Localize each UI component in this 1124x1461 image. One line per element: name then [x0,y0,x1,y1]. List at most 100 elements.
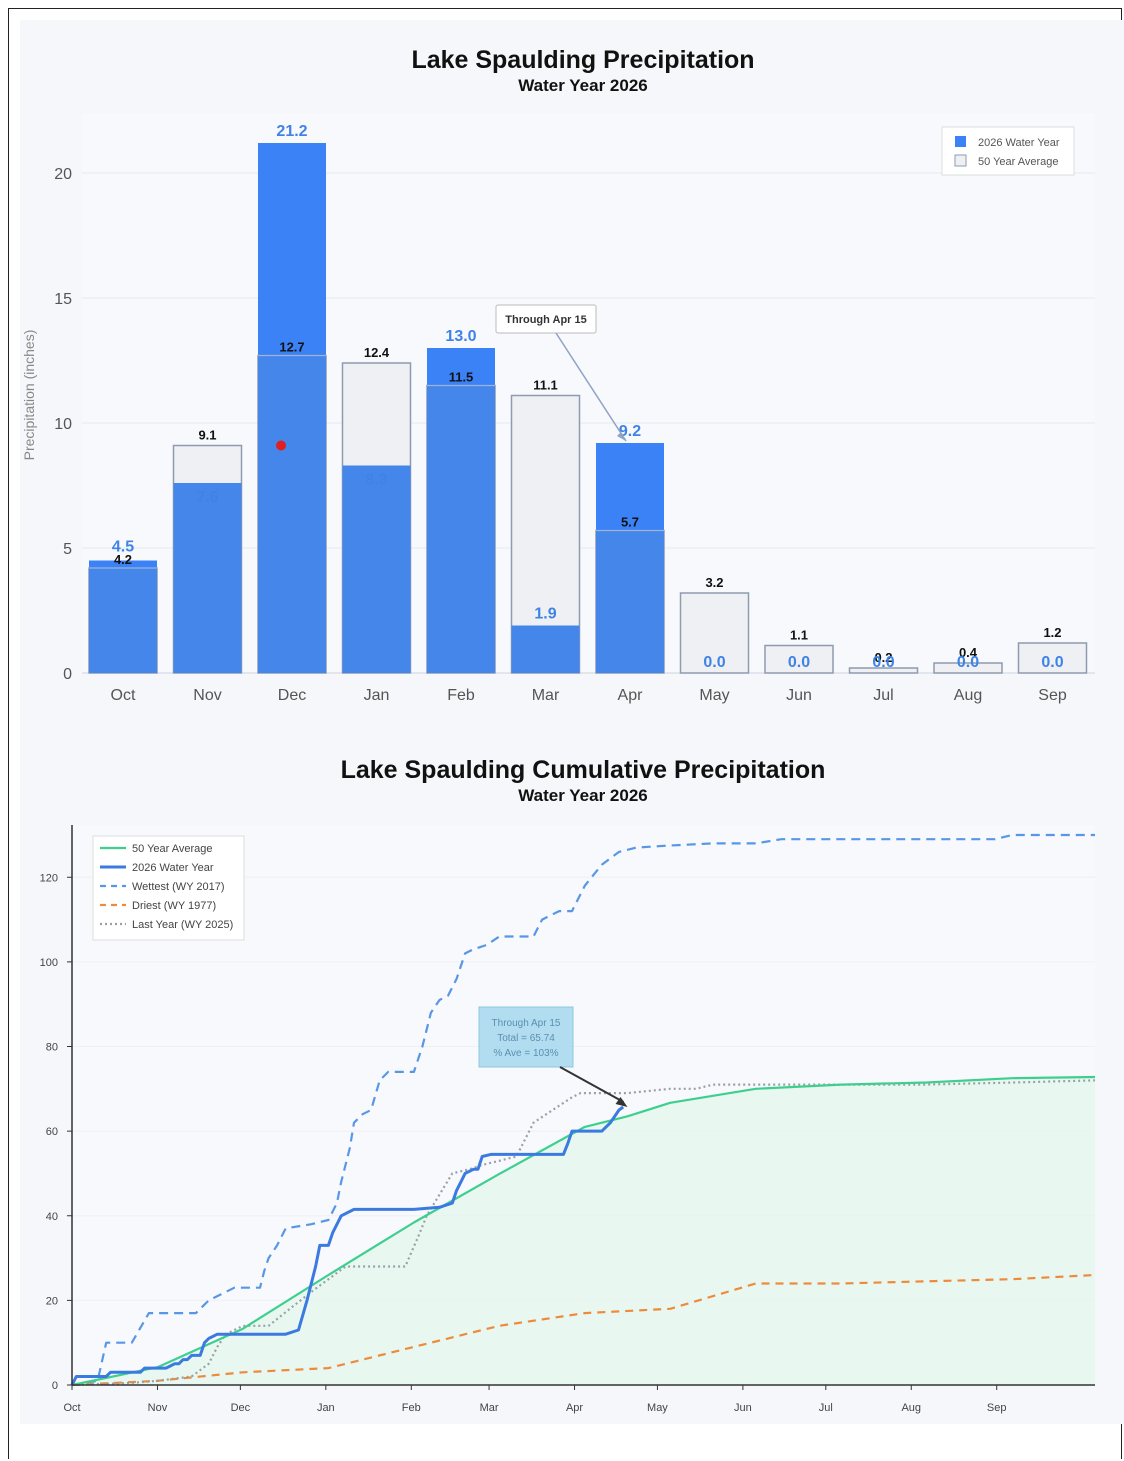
series-line-wettest-wy-2017 [71,833,1095,1387]
wy-bar-excess [89,560,157,568]
line-legend: 50 Year Average 2026 Water Year Wettest (W… [92,835,245,941]
avg-bar [1017,642,1088,674]
line-chart-subtitle: Water Year 2026 [518,786,647,805]
wy-bar-excess [258,143,326,356]
line-x-tick-label: Aug [901,1402,921,1414]
line-y-tick-label: 80 [46,1042,58,1054]
line-annotation-box [478,1006,574,1068]
wy-value-label: 0.0 [1041,654,1063,671]
avg-value-label: 11.1 [533,378,558,393]
bar-x-tick-label: Jun [786,687,812,704]
bar-x-tick-label: Feb [447,687,475,704]
avg-value-label: 12.7 [279,340,304,355]
wy-value-label: 9.2 [619,423,641,440]
wy-value-label: 0.0 [957,654,979,671]
avg-value-label: 12.4 [364,345,390,360]
line-legend-label: Last Year (WY 2025) [132,919,233,931]
legend-swatch-2026 [955,136,966,147]
series-line-2026-water-year [70,1105,625,1386]
avg-value-label: 0.4 [959,645,978,660]
bar-x-tick-label: Sep [1038,687,1067,704]
legend-label-average: 50 Year Average [978,156,1059,168]
avg-value-label: 4.2 [114,552,132,567]
line-x-tick-label: Apr [566,1402,583,1414]
bar-x-tick-label: Mar [532,687,560,704]
line-annotation-arrow [559,1066,624,1103]
series-line-50-year-average [71,1075,1096,1387]
avg-bar [679,592,750,674]
bar-x-tick-label: Aug [954,687,982,704]
line-x-tick-label: Sep [987,1402,1007,1414]
wy-value-label: 7.6 [196,489,218,506]
line-annotation-text: % Ave = 103% [493,1048,558,1059]
wy-bar-excess [427,348,495,386]
line-x-tick-label: Oct [63,1402,80,1414]
line-x-tick-label: Feb [402,1402,421,1414]
avg-bar [764,644,834,674]
bar-chart-subtitle: Water Year 2026 [518,76,647,95]
bar-y-tick-label: 15 [54,291,72,308]
wy-value-label: 8.3 [365,472,387,489]
bar-x-tick-label: Dec [278,687,306,704]
red-marker [276,440,286,451]
average-area-fill [72,1077,1095,1385]
legend-label-2026: 2026 Water Year [978,137,1060,149]
avg-value-label: 1.1 [790,628,808,643]
wy-value-label: 1.9 [534,606,556,623]
avg-bar [848,667,919,674]
monthly-precipitation-chart: Lake Spaulding Precipitation Water Year … [21,46,1095,704]
wy-bar [427,348,495,673]
annotation-arrowhead [617,432,626,441]
annotation-arrow [555,332,627,442]
wy-value-label: 13.0 [445,328,476,345]
line-annotation-text: Total = 65.74 [497,1033,555,1044]
wy-value-label: 21.2 [276,123,307,140]
bar-x-tick-label: Jul [873,687,893,704]
bar-y-tick-label: 10 [54,416,72,433]
wy-value-label: 0.0 [703,654,725,671]
series-line-driest-wy-1977 [71,1273,1096,1387]
line-legend-label: 50 Year Average [132,843,213,855]
bar-legend-box [941,126,1075,176]
line-y-tick-label: 60 [46,1126,58,1138]
bar-chart-title: Lake Spaulding Precipitation [411,46,754,74]
line-x-tick-label: Jan [317,1402,335,1414]
annotation-box [495,304,597,334]
line-x-tick-label: May [647,1402,668,1414]
cumulative-precipitation-chart: Lake Spaulding Cumulative Precipitation … [40,756,1096,1414]
line-annotation-text: Through Apr 15 [492,1018,561,1029]
line-y-tick-label: 40 [46,1211,58,1223]
bar-y-tick-label: 0 [63,666,72,683]
line-y-tick-label: 0 [52,1380,58,1392]
line-y-tick-label: 100 [40,957,58,969]
line-x-tick-label: Nov [148,1402,168,1414]
wy-bar [89,560,157,673]
line-annotation-arrowhead [615,1097,628,1108]
line-x-tick-label: Jul [819,1402,833,1414]
avg-value-label: 0.2 [874,650,892,665]
wy-bar [511,625,580,673]
legend-swatch-average [954,154,967,167]
wy-bar [342,465,411,673]
avg-value-label: 1.2 [1043,625,1061,640]
line-legend-label: 2026 Water Year [132,862,214,874]
line-legend-label: Driest (WY 1977) [132,900,216,912]
wy-value-label: 0.0 [872,654,894,671]
avg-value-label: 9.1 [198,428,216,443]
line-y-tick-label: 20 [46,1295,58,1307]
annotation-text: Through Apr 15 [505,314,586,326]
bar-y-tick-label: 5 [63,541,72,558]
bar-plot-area [82,113,1095,673]
bar-x-tick-label: Jan [364,687,390,704]
bar-x-tick-label: May [699,687,729,704]
line-x-tick-label: Jun [734,1402,752,1414]
bar-legend: 2026 Water Year 50 Year Average [941,126,1075,176]
bar-y-tick-label: 20 [54,166,72,183]
bar-y-axis-label: Precipitation (inches) [21,330,37,461]
line-x-tick-label: Mar [480,1402,499,1414]
avg-value-label: 3.2 [705,575,723,590]
bar-x-tick-label: Apr [618,687,644,704]
line-x-tick-label: Dec [231,1402,251,1414]
line-y-tick-label: 120 [40,872,58,884]
bar-x-tick-label: Nov [193,687,221,704]
